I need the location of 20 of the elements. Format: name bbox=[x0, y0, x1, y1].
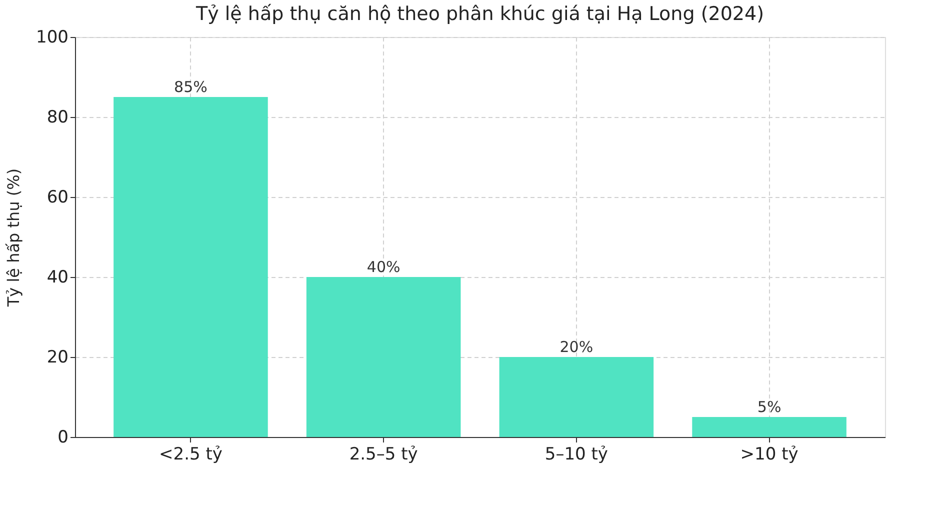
y-tick-label: 20 bbox=[46, 348, 68, 368]
y-tick-label: 40 bbox=[46, 268, 68, 288]
y-tick-label: 100 bbox=[36, 28, 68, 48]
data-label: 5% bbox=[757, 398, 782, 416]
y-tick-label: 80 bbox=[46, 108, 68, 128]
data-label: 85% bbox=[174, 78, 208, 96]
x-tick-label: <2.5 tỷ bbox=[159, 444, 222, 464]
y-tick-label: 0 bbox=[58, 428, 68, 448]
x-tick-label: 5–10 tỷ bbox=[544, 444, 608, 464]
x-tick-label: >10 tỷ bbox=[740, 444, 798, 464]
bar bbox=[306, 277, 461, 437]
bar bbox=[499, 357, 654, 437]
chart-title: Tỷ lệ hấp thụ căn hộ theo phân khúc giá tại Hạ Long (2024) bbox=[195, 3, 764, 25]
bar bbox=[692, 417, 846, 437]
bar bbox=[114, 97, 268, 437]
y-axis-title: Tỷ lệ hấp thụ (%) bbox=[4, 168, 24, 308]
data-label: 40% bbox=[366, 258, 400, 276]
x-tick-label: 2.5–5 tỷ bbox=[349, 444, 418, 464]
y-tick-label: 60 bbox=[46, 188, 68, 208]
data-label: 20% bbox=[560, 338, 594, 356]
